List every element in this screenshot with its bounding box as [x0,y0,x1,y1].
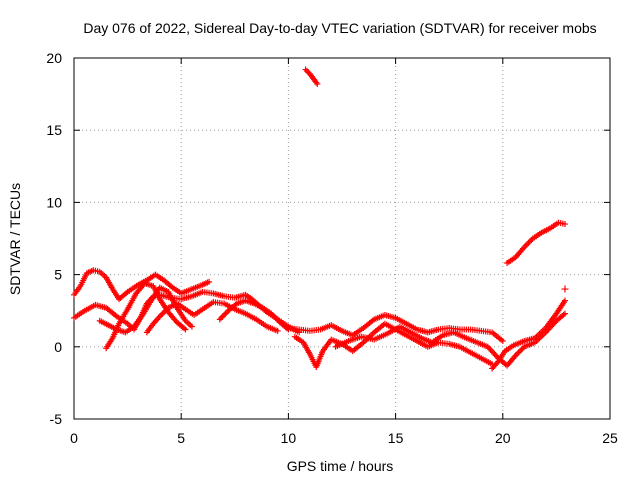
data-point-dense [303,67,310,74]
y-tick-label: 10 [46,194,62,210]
data-point-dense [218,314,225,321]
data-point-dense [516,348,523,355]
outlier-points [561,285,569,293]
data-point-dense [526,238,533,245]
data-point [182,326,189,333]
data-point [188,323,195,330]
axis-ticks [73,57,611,420]
data-point-dense [524,241,531,248]
y-tick-label: 20 [46,50,62,66]
y-tick-label: 15 [46,122,62,138]
series-track-6 [216,297,292,333]
data-point [561,297,568,304]
data-point [561,310,568,317]
x-tick-label: 15 [388,430,404,446]
y-axis-label: SDTVAR / TECUs [7,183,23,295]
data-point-dense [159,310,166,317]
data-point-dense [518,346,525,353]
x-axis-label: GPS time / hours [287,458,394,474]
series-track-11 [504,219,568,267]
x-tick-label: 20 [495,430,511,446]
data-point [302,66,309,73]
y-tick-labels: -5 0 5 10 15 20 [46,50,62,427]
x-tick-label: 5 [177,430,185,446]
x-tick-label: 25 [602,430,618,446]
outlier-point [561,285,569,293]
series-track-1 [71,267,213,303]
x-tick-label: 10 [281,430,297,446]
data-point [216,316,223,323]
series-track-12 [302,66,321,87]
data-point-dense [221,312,228,319]
data-point-dense [515,349,522,356]
data-point [206,278,213,285]
data-point [561,221,568,228]
plot-frame [73,57,611,420]
data-point [314,80,321,87]
y-tick-label: -5 [50,411,63,427]
x-tick-labels: 0 5 10 15 20 25 [70,430,618,446]
data-point-dense [222,310,229,317]
x-tick-label: 0 [70,430,78,446]
y-tick-label: 5 [54,267,62,283]
data-marks [71,66,569,372]
data-point-dense [158,312,165,319]
series-track-5 [143,299,281,336]
chart-title: Day 076 of 2022, Sidereal Day-to-day VTE… [83,20,596,36]
data-point-dense [219,313,226,320]
data-point [274,327,281,334]
series-track-10 [489,297,568,372]
data-point [499,338,506,345]
data-point-dense [525,239,532,246]
y-tick-label: 0 [54,339,62,355]
series-track-9 [332,310,568,369]
series-track-7 [285,312,506,345]
